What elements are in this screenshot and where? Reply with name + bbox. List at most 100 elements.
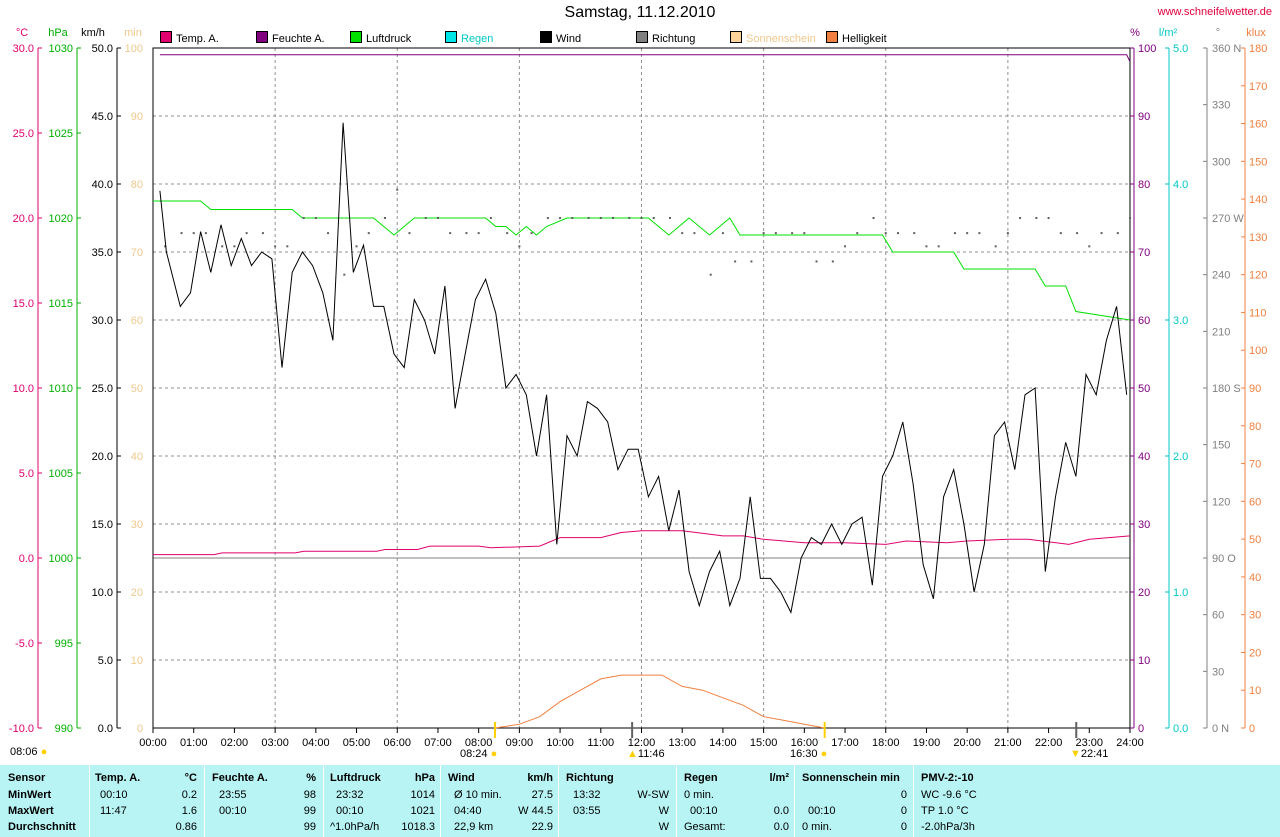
- axis-tick-label: 30: [1212, 666, 1224, 678]
- axis-tick-label: 120: [1212, 496, 1230, 508]
- axis-tick-label: 50: [131, 383, 143, 395]
- axis-tick-label: 1020: [49, 213, 73, 225]
- legend-pressure: Luftdruck: [350, 31, 411, 45]
- temperature-line: [153, 530, 1131, 556]
- direction-point: [856, 232, 859, 235]
- axis-tick-label: 10: [1138, 655, 1150, 667]
- table-divider: [440, 765, 441, 837]
- table-sunshine-col: Sonnenschein min 00:10 0 0 0 min. 0: [802, 772, 907, 833]
- axis-tick-label: 1010: [49, 383, 73, 395]
- legend-brightness: Helligkeit: [826, 31, 887, 45]
- weather-chart: 00:00 01:00 02:00 03:00 04:00 05:00 06:00 07:00…: [9, 27, 1267, 749]
- axis-tick-label: 1025: [49, 128, 73, 140]
- axis-tick-label: 5.0: [98, 655, 113, 667]
- direction-point: [518, 245, 521, 248]
- direction-point: [449, 232, 452, 235]
- axis-unit-label: klux: [1246, 27, 1266, 39]
- direction-point: [872, 217, 875, 219]
- axis-tick-label: 30.0: [13, 43, 34, 55]
- direction-point: [1076, 232, 1079, 235]
- axis-tick-label: 0: [1138, 723, 1144, 735]
- x-tick-label: 09:00: [506, 737, 534, 749]
- table-divider: [89, 765, 90, 837]
- axis-tick-label: 140: [1249, 194, 1267, 206]
- axis-tick-label: 40: [131, 451, 143, 463]
- direction-point: [221, 245, 224, 248]
- x-tick-label: 10:00: [546, 737, 574, 749]
- axis-tick-label: 1000: [49, 553, 73, 565]
- direction-point: [1006, 232, 1009, 235]
- legend-sunshine: Sonnenschein: [730, 31, 816, 45]
- x-tick-label: 16:00: [791, 737, 819, 749]
- axis-tick-label: 0.0: [1173, 723, 1188, 735]
- direction-point: [559, 217, 562, 219]
- legend-swatch: [730, 31, 742, 43]
- legend-swatch: [636, 31, 648, 43]
- axis-tick-label: 25.0: [92, 383, 113, 395]
- direction-point: [489, 217, 492, 219]
- axis-tick-label: 100: [1138, 43, 1156, 55]
- direction-point: [343, 273, 346, 276]
- direction-point: [1116, 232, 1119, 235]
- x-tick-label: 12:00: [628, 737, 656, 749]
- axis-tick-label: 300: [1212, 156, 1230, 168]
- direction-point: [424, 217, 427, 219]
- x-tick-label: 08:00: [465, 737, 493, 749]
- table-pressure-col: Luftdruck hPa 23:32 1014 00:10 1021 ^1.0…: [330, 772, 435, 833]
- direction-point: [465, 232, 468, 235]
- x-tick-label: 17:00: [831, 737, 859, 749]
- axis-unit-label: l/m²: [1159, 27, 1178, 39]
- x-tick-label: 14:00: [709, 737, 737, 749]
- axis-tick-label: 20: [1138, 587, 1150, 599]
- axis-tick-label: 80: [1249, 421, 1261, 433]
- table-direction-col: Richtung 13:32 W-SW 03:55 W W: [566, 772, 669, 833]
- axis-tick-label: 80: [131, 179, 143, 191]
- direction-point: [1088, 245, 1091, 248]
- summary-table: Sensor MinWert MaxWert Durchschnitt Temp…: [0, 765, 1280, 837]
- axis-tick-label: 180: [1249, 43, 1267, 55]
- direction-point: [734, 260, 737, 263]
- axis-tick-label: 40.0: [92, 179, 113, 191]
- direction-point: [791, 232, 794, 235]
- axis-tick-label: 2.0: [1173, 451, 1188, 463]
- axis-tick-label: 5.0: [1173, 43, 1188, 55]
- direction-point: [815, 260, 818, 263]
- axis-tick-label: 50: [1249, 534, 1261, 546]
- direction-point: [966, 232, 969, 235]
- legend-direction: Richtung: [636, 31, 695, 45]
- direction-point: [1019, 217, 1022, 219]
- x-tick-label: 05:00: [343, 737, 371, 749]
- axis-tick-label: 270 W: [1212, 213, 1244, 225]
- legend-swatch: [540, 31, 552, 43]
- axis-tick-label: 30.0: [92, 315, 113, 327]
- axis-tick-label: 60: [131, 315, 143, 327]
- axis-tick-label: 160: [1249, 119, 1267, 131]
- axis-tick-label: 1.0: [1173, 587, 1188, 599]
- axis-tick-label: 1015: [49, 298, 73, 310]
- axis-tick-label: 360 N: [1212, 43, 1241, 55]
- direction-point: [668, 217, 671, 219]
- direction-point: [994, 245, 997, 248]
- axis-tick-label: 170: [1249, 81, 1267, 93]
- axis-tick-label: 10: [131, 655, 143, 667]
- axis-tick-label: 15.0: [92, 519, 113, 531]
- direction-point: [628, 217, 631, 219]
- x-tick-label: 19:00: [913, 737, 941, 749]
- first-time-label: 08:06 ●: [10, 746, 48, 758]
- direction-point: [506, 232, 509, 235]
- direction-point: [587, 217, 590, 219]
- axis-tick-label: 90: [1249, 383, 1261, 395]
- direction-point: [396, 188, 399, 191]
- legend-swatch: [350, 31, 362, 43]
- axis-tick-label: 330: [1212, 100, 1230, 112]
- site-url[interactable]: www.schneifelwetter.de: [1157, 6, 1272, 18]
- axis-tick-label: 30: [1249, 610, 1261, 622]
- direction-point: [204, 232, 207, 235]
- brightness-line: [494, 674, 825, 729]
- x-tick-label: 13:00: [668, 737, 696, 749]
- axis-tick-label: 180 S: [1212, 383, 1241, 395]
- axis-tick-label: 995: [55, 638, 73, 650]
- axis-tick-label: 70: [1249, 459, 1261, 471]
- direction-point: [1100, 232, 1103, 235]
- sunrise-label: 08:24 ●: [460, 748, 498, 760]
